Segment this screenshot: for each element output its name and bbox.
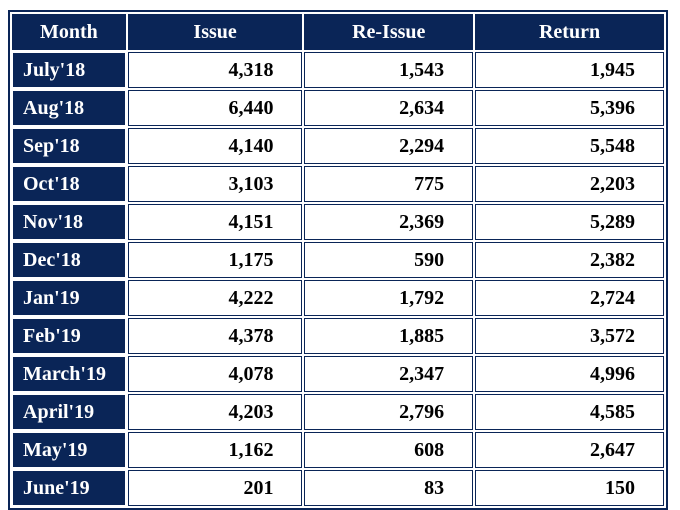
reissue-value-cell: 2,294 [304,128,474,164]
reissue-value-cell: 1,885 [304,318,474,354]
issue-value-cell: 4,378 [127,318,303,354]
return-value-cell: 150 [475,470,664,506]
table-row: March'19 4,078 2,347 4,996 [12,356,664,392]
return-value-cell: 5,548 [475,128,664,164]
table-row: Aug'18 6,440 2,634 5,396 [12,90,664,126]
issue-value-cell: 4,318 [127,52,303,88]
return-value-cell: 4,585 [475,394,664,430]
reissue-value-cell: 2,369 [304,204,474,240]
row-header-month: April'19 [12,394,126,430]
row-header-month: Feb'19 [12,318,126,354]
row-header-month: Sep'18 [12,128,126,164]
table-row: Nov'18 4,151 2,369 5,289 [12,204,664,240]
reissue-value-cell: 1,792 [304,280,474,316]
issue-value-cell: 4,151 [127,204,303,240]
return-value-cell: 5,289 [475,204,664,240]
header-row: Month Issue Re-Issue Return [12,14,664,50]
column-header-reissue: Re-Issue [304,14,474,50]
row-header-month: May'19 [12,432,126,468]
issue-value-cell: 201 [127,470,303,506]
reissue-value-cell: 2,634 [304,90,474,126]
issue-value-cell: 1,162 [127,432,303,468]
table-row: July'18 4,318 1,543 1,945 [12,52,664,88]
column-header-return: Return [475,14,664,50]
table-row: May'19 1,162 608 2,647 [12,432,664,468]
row-header-month: March'19 [12,356,126,392]
table-row: April'19 4,203 2,796 4,585 [12,394,664,430]
issue-value-cell: 4,078 [127,356,303,392]
issue-value-cell: 4,140 [127,128,303,164]
return-value-cell: 2,724 [475,280,664,316]
return-value-cell: 5,396 [475,90,664,126]
table-row: Feb'19 4,378 1,885 3,572 [12,318,664,354]
return-value-cell: 1,945 [475,52,664,88]
reissue-value-cell: 2,347 [304,356,474,392]
reissue-value-cell: 775 [304,166,474,202]
row-header-month: Nov'18 [12,204,126,240]
table-row: Jan'19 4,222 1,792 2,724 [12,280,664,316]
return-value-cell: 3,572 [475,318,664,354]
return-value-cell: 2,382 [475,242,664,278]
column-header-month: Month [12,14,126,50]
row-header-month: July'18 [12,52,126,88]
row-header-month: Aug'18 [12,90,126,126]
column-header-issue: Issue [127,14,303,50]
table-body: July'18 4,318 1,543 1,945 Aug'18 6,440 2,634 5,… [12,52,664,506]
issue-value-cell: 4,203 [127,394,303,430]
monthly-issue-table-container: Month Issue Re-Issue Return July'18 4,318… [8,10,668,510]
reissue-value-cell: 1,543 [304,52,474,88]
table-row: Dec'18 1,175 590 2,382 [12,242,664,278]
return-value-cell: 4,996 [475,356,664,392]
monthly-issue-table: Month Issue Re-Issue Return July'18 4,318… [8,10,668,510]
reissue-value-cell: 590 [304,242,474,278]
issue-value-cell: 4,222 [127,280,303,316]
table-row: Sep'18 4,140 2,294 5,548 [12,128,664,164]
return-value-cell: 2,647 [475,432,664,468]
row-header-month: Dec'18 [12,242,126,278]
table-row: Oct'18 3,103 775 2,203 [12,166,664,202]
issue-value-cell: 6,440 [127,90,303,126]
return-value-cell: 2,203 [475,166,664,202]
issue-value-cell: 3,103 [127,166,303,202]
reissue-value-cell: 608 [304,432,474,468]
row-header-month: Oct'18 [12,166,126,202]
reissue-value-cell: 2,796 [304,394,474,430]
row-header-month: Jan'19 [12,280,126,316]
table-row: June'19 201 83 150 [12,470,664,506]
issue-value-cell: 1,175 [127,242,303,278]
reissue-value-cell: 83 [304,470,474,506]
row-header-month: June'19 [12,470,126,506]
